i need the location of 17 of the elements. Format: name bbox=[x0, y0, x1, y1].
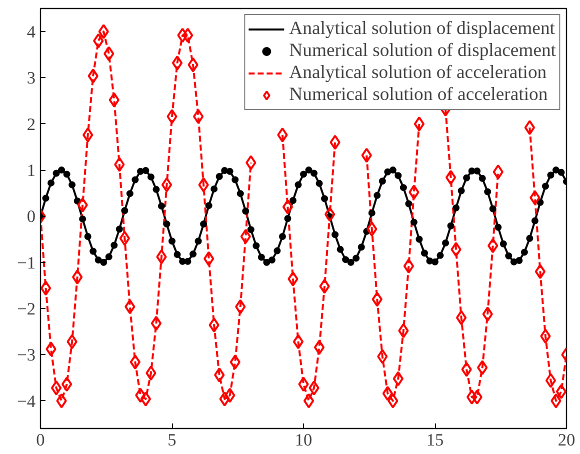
y-tick-label: −1 bbox=[17, 253, 36, 272]
legend-label: Numerical solution of acceleration bbox=[289, 84, 548, 106]
y-tick-label: 2 bbox=[26, 114, 36, 134]
y-tick-label: 0 bbox=[26, 207, 36, 226]
y-tick-label: −2 bbox=[17, 300, 36, 318]
x-tick-label: 5 bbox=[168, 430, 176, 450]
y-tick-label: 1 bbox=[26, 161, 36, 180]
x-tick-label: 15 bbox=[426, 430, 444, 450]
legend-label: Numerical solution of displacement bbox=[289, 40, 556, 62]
legend-label: Analytical solution of displacement bbox=[289, 18, 555, 40]
y-tick-label: 4 bbox=[26, 22, 36, 42]
y-tick-label: −4 bbox=[17, 392, 36, 411]
x-tick-label: 20 bbox=[558, 430, 576, 450]
y-tick-label: 3 bbox=[26, 68, 36, 88]
legend-label: Analytical solution of acceleration bbox=[289, 62, 547, 84]
x-tick-label: 10 bbox=[294, 430, 312, 450]
y-tick-label: −3 bbox=[17, 346, 36, 365]
